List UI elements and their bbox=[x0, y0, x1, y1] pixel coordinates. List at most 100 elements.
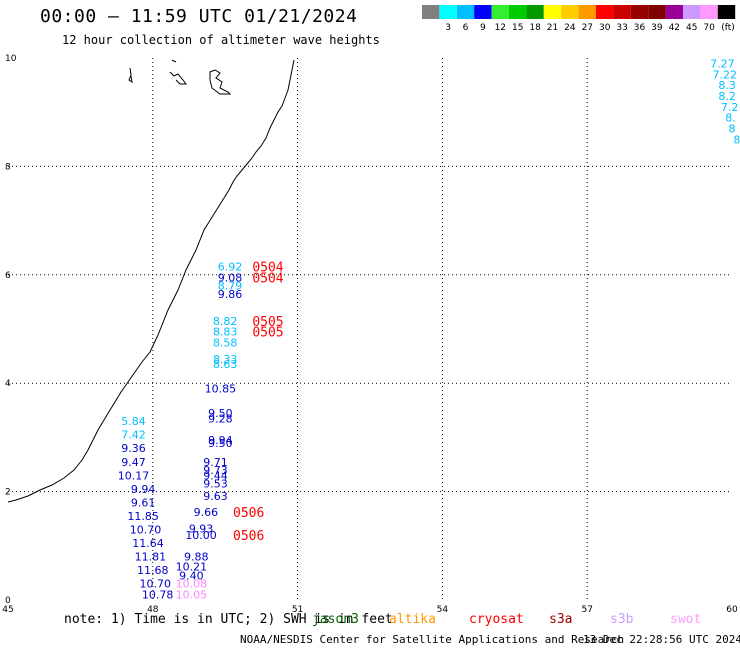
satellite-swot: swot bbox=[670, 612, 702, 627]
coastline bbox=[7, 59, 295, 503]
wave-height-value: 10.17 bbox=[118, 469, 150, 482]
colorbar-swatch bbox=[422, 5, 440, 19]
wave-height-value: 6.92 bbox=[218, 261, 243, 274]
colorbar-tick: 21 bbox=[547, 23, 558, 33]
colorbar-tick: 24 bbox=[564, 23, 576, 33]
colorbar-tick: 36 bbox=[634, 23, 646, 33]
wave-height-value: 9.40 bbox=[179, 570, 204, 583]
colorbar-swatch bbox=[439, 5, 457, 19]
wave-height-value: 9.28 bbox=[208, 412, 233, 425]
colorbar-tick: 30 bbox=[599, 23, 611, 33]
colorbar-swatch bbox=[613, 5, 631, 19]
x-tick-label: 54 bbox=[437, 605, 449, 615]
colorbar: 3 6 9 12 15 18 21 24 27 30 33 36 39 42 45 70 (ft) bbox=[422, 5, 736, 33]
wave-height-value: 10.05 bbox=[176, 589, 208, 602]
satellite-s3a: s3a bbox=[549, 612, 573, 627]
wave-height-value: 8.83 bbox=[213, 326, 238, 339]
pass-time-label: 0504 bbox=[252, 261, 283, 276]
wave-height-value: 11.85 bbox=[127, 510, 159, 523]
altimeter-observations: 7.277.228.38.27.28.886.929.088.799.868.8… bbox=[118, 57, 740, 601]
page-subtitle: 12 hour collection of altimeter wave hei… bbox=[62, 33, 380, 47]
pass-time-label: 0504 bbox=[252, 272, 283, 287]
colorbar-swatch bbox=[717, 5, 736, 19]
pass-time-label: 0506 bbox=[233, 506, 264, 521]
wave-height-value: 9.50 bbox=[208, 407, 233, 420]
wave-height-value: 7.42 bbox=[121, 429, 146, 442]
wave-height-value: 7.2 bbox=[721, 101, 739, 114]
colorbar-tick: 45 bbox=[686, 23, 697, 33]
wave-height-value: 9.66 bbox=[194, 506, 219, 519]
island-path bbox=[128, 67, 133, 84]
wave-height-value: 9.73 bbox=[203, 464, 228, 477]
wave-height-value: 11.68 bbox=[137, 564, 169, 577]
footer-timestamp: 13 Dec 22:28:56 UTC 2024 bbox=[583, 633, 740, 646]
colorbar-tick: 9 bbox=[480, 23, 486, 33]
wave-height-value: 9.86 bbox=[218, 288, 243, 301]
wave-height-value: 9.08 bbox=[218, 272, 243, 285]
wave-height-value: 8.3 bbox=[718, 79, 736, 92]
wave-height-value: 7.22 bbox=[713, 68, 738, 81]
island-path bbox=[171, 59, 177, 63]
wave-height-value: 9.61 bbox=[131, 496, 156, 509]
wave-height-value: 9.47 bbox=[121, 456, 146, 469]
wave-height-value: 9.53 bbox=[203, 477, 228, 490]
colorbar-swatch bbox=[456, 5, 475, 19]
wave-height-value: 9.50 bbox=[208, 437, 233, 450]
x-tick-label: 60 bbox=[726, 605, 738, 615]
footer-credit: NOAA/NESDIS Center for Satellite Applica… bbox=[240, 633, 625, 646]
colorbar-tick: 3 bbox=[445, 23, 451, 33]
colorbar-tick: 39 bbox=[651, 23, 663, 33]
wave-height-value: 10.08 bbox=[176, 578, 208, 591]
wave-height-value: 8 bbox=[729, 122, 736, 135]
colorbar-swatch bbox=[630, 5, 649, 19]
colorbar-swatch bbox=[543, 5, 562, 19]
satellite-s3b: s3b bbox=[610, 612, 634, 627]
wave-height-value: 8.79 bbox=[218, 280, 243, 293]
lat-lon-grid: 45 48 51 54 57 60 0 2 4 6 8 10 bbox=[2, 54, 738, 615]
pass-time-label: 0505 bbox=[252, 326, 283, 341]
coastline-path bbox=[7, 59, 295, 503]
x-tick-label: 51 bbox=[292, 605, 303, 615]
satellite-cryosat: cryosat bbox=[469, 612, 524, 627]
colorbar-swatch bbox=[509, 5, 527, 19]
colorbar-swatch bbox=[561, 5, 579, 19]
x-tick-label: 57 bbox=[581, 605, 592, 615]
satellite-altika: altika bbox=[389, 612, 436, 627]
satellite-jason3: jason3 bbox=[312, 612, 359, 627]
wave-height-value: 8 bbox=[733, 133, 740, 146]
note-text: note: 1) Time is in UTC; 2) SWH is in fe… bbox=[64, 612, 393, 627]
y-tick-label: 10 bbox=[5, 54, 17, 64]
colorbar-swatch bbox=[474, 5, 492, 19]
wave-height-value: 10.85 bbox=[205, 383, 237, 396]
wave-height-value: 8.63 bbox=[213, 358, 238, 371]
wave-height-value: 9.44 bbox=[203, 469, 228, 482]
colorbar-tick: 12 bbox=[495, 23, 506, 33]
colorbar-unit: (ft) bbox=[721, 23, 735, 33]
wave-height-value: 9.63 bbox=[203, 490, 228, 503]
colorbar-tick: 15 bbox=[512, 23, 523, 33]
colorbar-tick: 27 bbox=[582, 23, 593, 33]
wave-height-value: 8.2 bbox=[718, 90, 736, 103]
wave-height-value: 9.94 bbox=[131, 483, 156, 496]
y-tick-label: 2 bbox=[5, 488, 11, 498]
wave-height-value: 10.70 bbox=[139, 578, 171, 591]
wave-height-value: 9.36 bbox=[121, 442, 146, 455]
colorbar-tick: 33 bbox=[616, 23, 627, 33]
page-title: 00:00 – 11:59 UTC 01/21/2024 bbox=[40, 6, 358, 27]
wave-height-value: 9.88 bbox=[184, 551, 209, 564]
wave-height-value: 8.82 bbox=[213, 315, 238, 328]
wave-height-value: 9.94 bbox=[208, 434, 233, 447]
wave-height-value: 11.64 bbox=[132, 537, 164, 550]
colorbar-swatch bbox=[578, 5, 596, 19]
wave-height-value: 8. bbox=[725, 112, 736, 125]
wave-height-value: 8.58 bbox=[213, 337, 238, 350]
wave-height-value: 11.81 bbox=[135, 551, 167, 564]
colorbar-swatch bbox=[526, 5, 544, 19]
y-tick-label: 8 bbox=[5, 162, 11, 172]
wave-height-value: 10.21 bbox=[176, 560, 208, 573]
wave-height-value: 5.84 bbox=[121, 415, 146, 428]
pass-time-label: 0506 bbox=[233, 529, 264, 544]
colorbar-swatch bbox=[700, 5, 718, 19]
wave-height-value: 8.33 bbox=[213, 353, 238, 366]
